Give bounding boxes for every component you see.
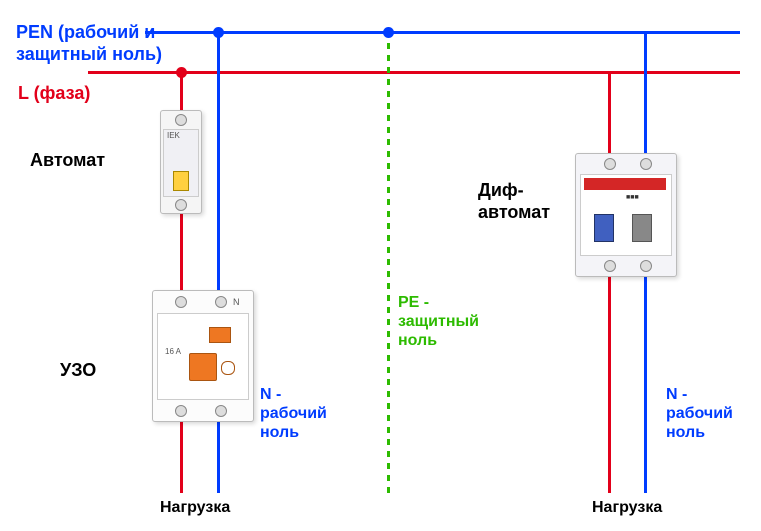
uzo-toggle bbox=[189, 353, 217, 381]
dot-l-branch1 bbox=[176, 67, 187, 78]
wire-right-red-vertical-bottom bbox=[608, 273, 611, 493]
label-n-working-1: N - рабочий ноль bbox=[260, 385, 327, 443]
wire-left-red-vertical-3 bbox=[180, 418, 183, 493]
wire-right-blue-vertical-bottom bbox=[644, 273, 647, 493]
label-n-working-2: N - рабочий ноль bbox=[666, 385, 733, 443]
wire-right-red-vertical-top bbox=[608, 71, 611, 156]
wire-left-red-vertical-2 bbox=[180, 210, 183, 293]
avtomat-brand: IEK bbox=[167, 131, 180, 140]
schematic-canvas: PEN (рабочий и защитный ноль) L (фаза) А… bbox=[0, 0, 761, 531]
avtomat-toggle bbox=[173, 171, 189, 191]
device-avtomat: IEK bbox=[160, 110, 202, 214]
label-avtomat: Автомат bbox=[30, 150, 105, 172]
label-pe-protective: PE - защитный ноль bbox=[398, 293, 479, 351]
device-dif-avtomat: ■■■ bbox=[575, 153, 677, 277]
uzo-brand-block bbox=[209, 327, 231, 343]
label-l-phase: L (фаза) bbox=[18, 83, 90, 105]
dot-pen-branch1 bbox=[213, 27, 224, 38]
label-uzo: УЗО bbox=[60, 360, 96, 382]
device-uzo: N 16 A bbox=[152, 290, 254, 422]
wire-right-blue-vertical-top bbox=[644, 31, 647, 156]
dot-pen-pe bbox=[383, 27, 394, 38]
label-dif-avtomat: Диф- автомат bbox=[478, 180, 550, 223]
label-load-2: Нагрузка bbox=[592, 498, 662, 517]
wire-pe-vertical bbox=[387, 31, 390, 493]
dif-toggle-right bbox=[632, 214, 652, 242]
wire-left-blue-vertical-2 bbox=[217, 418, 220, 493]
wire-left-blue-vertical-1 bbox=[217, 31, 220, 293]
wire-pen-horizontal bbox=[145, 31, 740, 34]
label-load-1: Нагрузка bbox=[160, 498, 230, 517]
label-pen: PEN (рабочий и защитный ноль) bbox=[16, 22, 162, 65]
dif-toggle-left bbox=[594, 214, 614, 242]
